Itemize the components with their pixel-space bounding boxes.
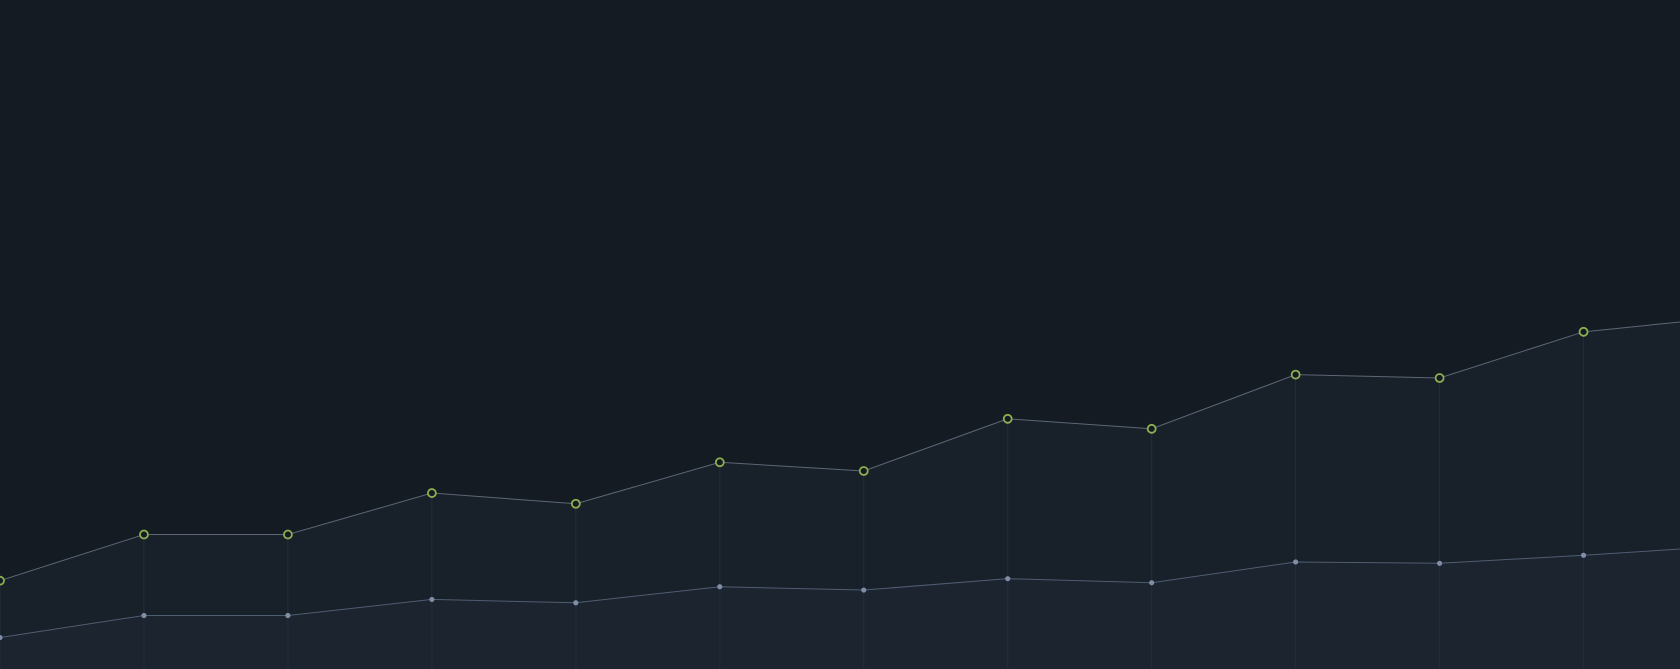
upper-series-point: [714, 457, 725, 468]
lower-series-point: [1005, 576, 1011, 582]
area-band-lower: [0, 548, 1680, 669]
chart-gridlines: [0, 331, 1585, 669]
chart-data-points: [0, 326, 1589, 641]
chart-series-lines: [0, 321, 1680, 639]
upper-series-point: [1146, 423, 1157, 434]
chart-areas: [0, 321, 1680, 669]
lower-series-point: [141, 612, 147, 619]
upper-series-point: [283, 529, 293, 540]
upper-series-point: [0, 575, 5, 586]
upper-series-point: [858, 466, 869, 476]
upper-series-point: [139, 529, 149, 540]
lower-series-point: [1293, 559, 1299, 565]
lower-series-point: [1149, 580, 1155, 586]
lower-series-point: [285, 612, 291, 619]
upper-series-point: [426, 488, 437, 498]
upper-series-point: [570, 498, 581, 509]
upper-series-point: [1002, 413, 1013, 424]
lower-series-point: [1580, 552, 1587, 558]
upper-series-point: [1290, 369, 1301, 380]
upper-series-point: [1578, 326, 1589, 337]
lower-series-point: [429, 596, 435, 603]
upper-series-point: [1434, 373, 1445, 383]
lower-series-point: [717, 584, 723, 590]
lower-series-line: [0, 548, 1680, 639]
lower-series-point: [573, 600, 579, 606]
area-band-upper: [0, 321, 1680, 638]
upper-series-line: [0, 321, 1680, 582]
lower-series-point: [0, 634, 3, 641]
lower-series-point: [1436, 560, 1443, 566]
lower-series-point: [861, 587, 867, 593]
